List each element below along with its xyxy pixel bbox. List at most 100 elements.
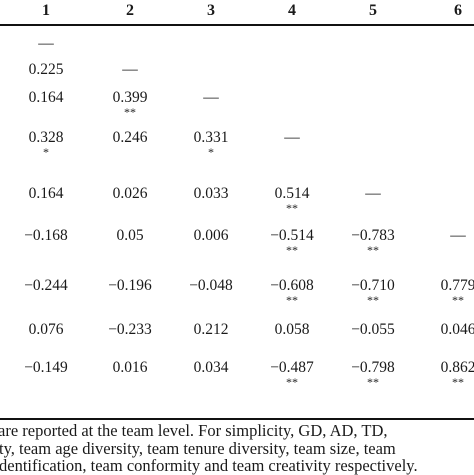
table-note-line-2: ty, team age diversity, team tenure dive… — [0, 440, 396, 458]
table-cell: — — [247, 129, 337, 146]
cell-value: 0.046 — [440, 321, 474, 338]
cell-value: — — [38, 35, 54, 52]
cell-value: 0.862 — [440, 359, 474, 376]
cell-value: 0.164 — [28, 89, 64, 106]
significance-marker: ** — [286, 201, 298, 215]
cell-value: 0.058 — [274, 321, 310, 338]
cell-value: — — [450, 227, 466, 244]
table-cell: 0.399 ** — [85, 90, 175, 119]
cell-value: 0.164 — [28, 185, 64, 202]
cell-value: 0.076 — [28, 321, 64, 338]
cell-value: −0.168 — [24, 227, 68, 244]
column-header-row: 1 2 3 4 5 6 — [0, 0, 474, 23]
table-cell: 0.331 * — [166, 130, 256, 159]
significance-marker: ** — [367, 375, 379, 389]
table-cell: −0.514 ** — [247, 228, 337, 257]
cell-value: 0.016 — [112, 359, 148, 376]
significance-marker: * — [208, 145, 214, 159]
cell-value: — — [284, 129, 300, 146]
bottom-rule — [0, 418, 474, 420]
cell-value: — — [203, 89, 219, 106]
table-cell: 0.164 — [1, 89, 91, 106]
cell-value: −0.233 — [108, 321, 152, 338]
cell-value: −0.196 — [108, 277, 152, 294]
significance-marker: ** — [367, 243, 379, 257]
table-cell: −0.048 — [166, 277, 256, 294]
table-cell: −0.149 — [1, 359, 91, 376]
table-cell: 0.514 ** — [247, 186, 337, 215]
table-cell: 0.046 — [413, 321, 474, 338]
cell-value: 0.026 — [112, 185, 148, 202]
cell-value: 0.331 — [193, 129, 229, 146]
header-rule — [0, 24, 474, 26]
table-cell: 0.164 — [1, 185, 91, 202]
significance-marker: ** — [452, 293, 464, 307]
cell-value: 0.328 — [28, 129, 64, 146]
table-cell: −0.487 ** — [247, 360, 337, 389]
table-cell: 0.05 — [85, 227, 175, 244]
column-header-3: 3 — [207, 2, 215, 19]
significance-marker: ** — [452, 375, 464, 389]
table-cell: 0.212 — [166, 322, 256, 338]
table-cell: 0.246 — [85, 129, 175, 146]
cell-value: −0.783 — [351, 227, 395, 244]
table-note-line-3: dentification, team conformity and team … — [0, 457, 418, 475]
cell-value: 0.034 — [193, 359, 229, 376]
significance-marker: ** — [367, 293, 379, 307]
cell-value: −0.048 — [189, 277, 233, 294]
table-cell: −0.233 — [85, 321, 175, 338]
table-cell: 0.328 * — [1, 130, 91, 159]
table-cell: 0.058 — [247, 321, 337, 338]
cell-value: −0.149 — [24, 359, 68, 376]
table-cell: −0.783 ** — [328, 228, 418, 257]
cell-value: −0.055 — [351, 321, 395, 338]
table-cell: 0.006 — [166, 227, 256, 244]
table-cell: −0.244 — [1, 277, 91, 294]
significance-marker: ** — [286, 293, 298, 307]
cell-value: 0.006 — [193, 227, 229, 244]
table-cell: 0.225 — [1, 61, 91, 78]
cell-value: 0.05 — [116, 227, 144, 244]
table-cell: 0.033 — [166, 186, 256, 202]
cell-value: −0.710 — [351, 277, 395, 294]
table-cell: 0.034 — [166, 359, 256, 376]
table-cell: 0.076 — [1, 321, 91, 338]
table-cell: −0.710 ** — [328, 278, 418, 307]
cell-value: — — [122, 61, 138, 78]
cell-value: −0.487 — [270, 359, 314, 376]
table-cell: −0.608 ** — [247, 278, 337, 307]
column-header-5: 5 — [369, 2, 377, 19]
cell-value: 0.514 — [274, 185, 310, 202]
significance-marker: ** — [286, 375, 298, 389]
column-header-1: 1 — [42, 2, 50, 19]
cell-value: −0.608 — [270, 277, 314, 294]
cell-value: −0.514 — [270, 227, 314, 244]
cell-value: −0.244 — [24, 277, 68, 294]
cell-value: 0.399 — [112, 89, 148, 106]
significance-marker: * — [43, 145, 49, 159]
cell-value: 0.225 — [28, 61, 64, 78]
column-header-4: 4 — [288, 2, 296, 19]
table-cell: — — [166, 89, 256, 106]
table-cell: −0.168 — [1, 227, 91, 244]
cell-value: 0.779 — [440, 277, 474, 294]
significance-marker: ** — [286, 243, 298, 257]
table-cell: −0.055 — [328, 321, 418, 338]
column-header-6: 6 — [454, 2, 462, 19]
cell-value: 0.246 — [112, 129, 148, 146]
table-cell: 0.016 — [85, 359, 175, 376]
table-cell: −0.196 — [85, 277, 175, 294]
table-cell: 0.779 ** — [413, 278, 474, 307]
table-note-line-1: are reported at the team level. For simp… — [0, 422, 388, 440]
table-cell: — — [85, 61, 175, 78]
cell-value: — — [365, 185, 381, 202]
significance-marker: ** — [124, 105, 136, 119]
table-cell: 0.862 ** — [413, 360, 474, 389]
column-header-2: 2 — [126, 2, 134, 19]
table-cell: — — [328, 185, 418, 202]
cell-value: −0.798 — [351, 359, 395, 376]
table-cell: — — [413, 227, 474, 244]
table-cell: 0.026 — [85, 185, 175, 202]
table-cell: — — [1, 35, 91, 52]
table-cell: −0.798 ** — [328, 360, 418, 389]
